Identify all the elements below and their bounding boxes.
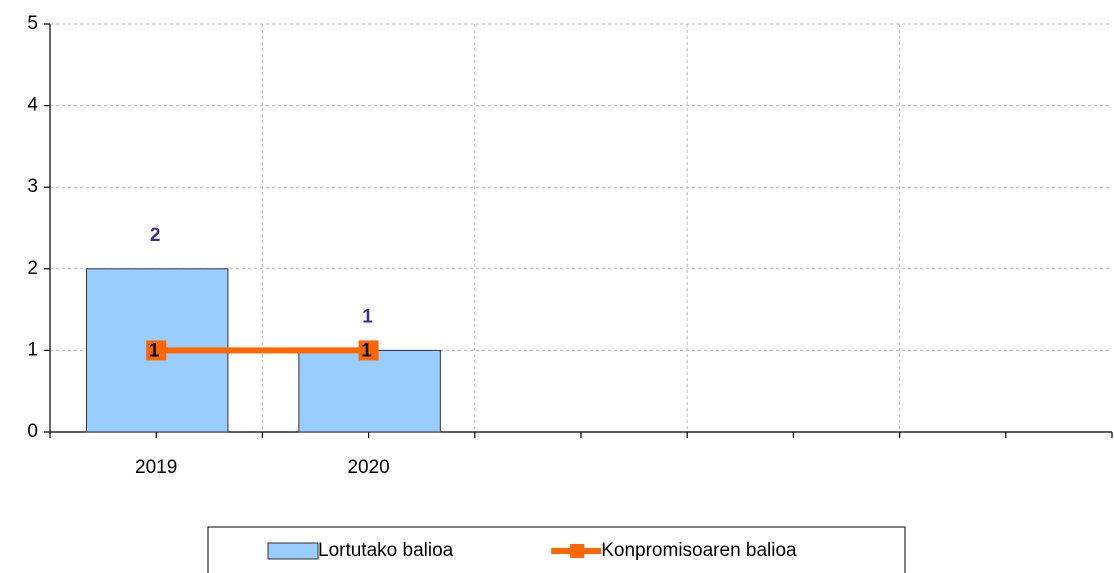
data-label: 1: [362, 306, 373, 327]
y-tick-label: 2: [27, 258, 38, 279]
line-marker: [146, 340, 167, 361]
data-label: 1: [361, 340, 372, 361]
y-tick-label: 3: [27, 176, 38, 197]
legend-swatch: [267, 542, 319, 560]
legend-label: Konpromisoaren balioa: [601, 540, 797, 561]
x-tick-label: 2020: [347, 457, 389, 478]
legend-label: Lortutako balioa: [318, 540, 454, 561]
data-label: 1: [149, 340, 160, 361]
y-tick-label: 5: [27, 13, 38, 34]
bar: [298, 349, 441, 433]
data-label: 2: [150, 225, 161, 246]
x-tick-label: 2019: [135, 457, 177, 478]
y-tick-label: 4: [27, 95, 38, 116]
legend-marker: [570, 544, 585, 558]
y-tick-label: 1: [27, 339, 38, 360]
line-marker: [358, 340, 379, 361]
y-tick-label: 0: [27, 421, 38, 442]
